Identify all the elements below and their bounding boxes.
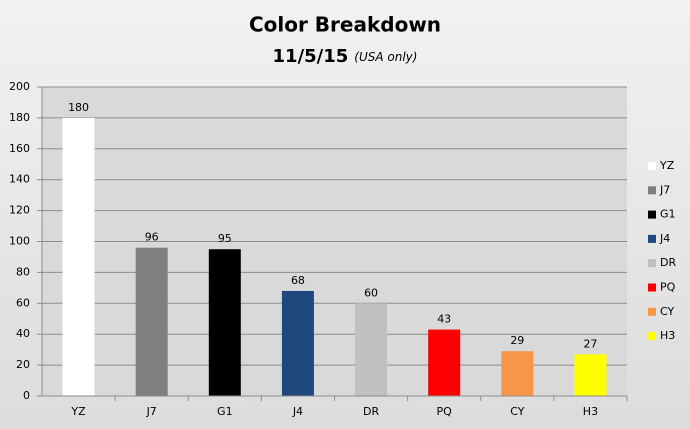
y-tick-label: 20 (16, 358, 30, 371)
y-tick-label: 120 (9, 204, 30, 217)
value-label: 180 (68, 101, 89, 114)
y-tick-label: 60 (16, 296, 30, 309)
value-label: 43 (437, 313, 451, 326)
x-tick-label: J4 (292, 405, 303, 418)
x-tick-label: PQ (437, 405, 453, 418)
value-label: 27 (583, 337, 597, 350)
bar (208, 249, 241, 396)
bar (501, 351, 534, 396)
legend-label: DR (660, 256, 676, 269)
y-tick-label: 0 (23, 389, 30, 402)
legend-swatch (648, 162, 656, 170)
subtitle: 11/5/15 (273, 46, 349, 67)
legend-swatch (648, 332, 656, 341)
x-tick-label: G1 (217, 405, 233, 418)
y-tick-label: 180 (9, 111, 30, 124)
value-label: 95 (218, 232, 232, 245)
legend-swatch (648, 307, 656, 316)
bar (135, 247, 168, 396)
x-tick-label: CY (510, 405, 524, 418)
value-label: 29 (510, 334, 524, 347)
y-tick-label: 160 (9, 142, 30, 155)
chart-title: Color Breakdown (249, 13, 441, 37)
bar (62, 117, 95, 397)
legend-label: CY (660, 305, 674, 318)
subtitle-note: (USA only) (354, 50, 417, 64)
value-label: 96 (145, 231, 159, 244)
bar (428, 329, 461, 396)
x-tick-label: DR (363, 405, 379, 418)
value-label: 68 (291, 274, 305, 287)
y-tick-label: 80 (16, 265, 30, 278)
legend-label: J4 (659, 232, 670, 245)
legend-label: J7 (659, 183, 670, 196)
y-tick-label: 140 (9, 173, 30, 186)
legend-swatch (648, 234, 656, 243)
legend-label: YZ (659, 159, 675, 172)
x-tick-label: J7 (146, 405, 157, 418)
legend-label: G1 (660, 208, 676, 221)
legend-swatch (648, 283, 656, 292)
legend-swatch (648, 259, 656, 268)
y-tick-label: 100 (9, 235, 30, 248)
y-tick-label: 40 (16, 327, 30, 340)
legend-label: H3 (660, 329, 675, 342)
x-tick-label: YZ (70, 405, 86, 418)
x-tick-label: H3 (583, 405, 598, 418)
bar (355, 303, 388, 396)
value-label: 60 (364, 286, 378, 299)
legend-swatch (648, 210, 656, 219)
bar (281, 290, 314, 396)
legend-swatch (648, 186, 656, 195)
subtitle-line: 11/5/15 (USA only) (273, 46, 418, 67)
legend-label: PQ (660, 281, 676, 294)
bar (574, 354, 607, 396)
y-tick-label: 200 (9, 80, 30, 93)
